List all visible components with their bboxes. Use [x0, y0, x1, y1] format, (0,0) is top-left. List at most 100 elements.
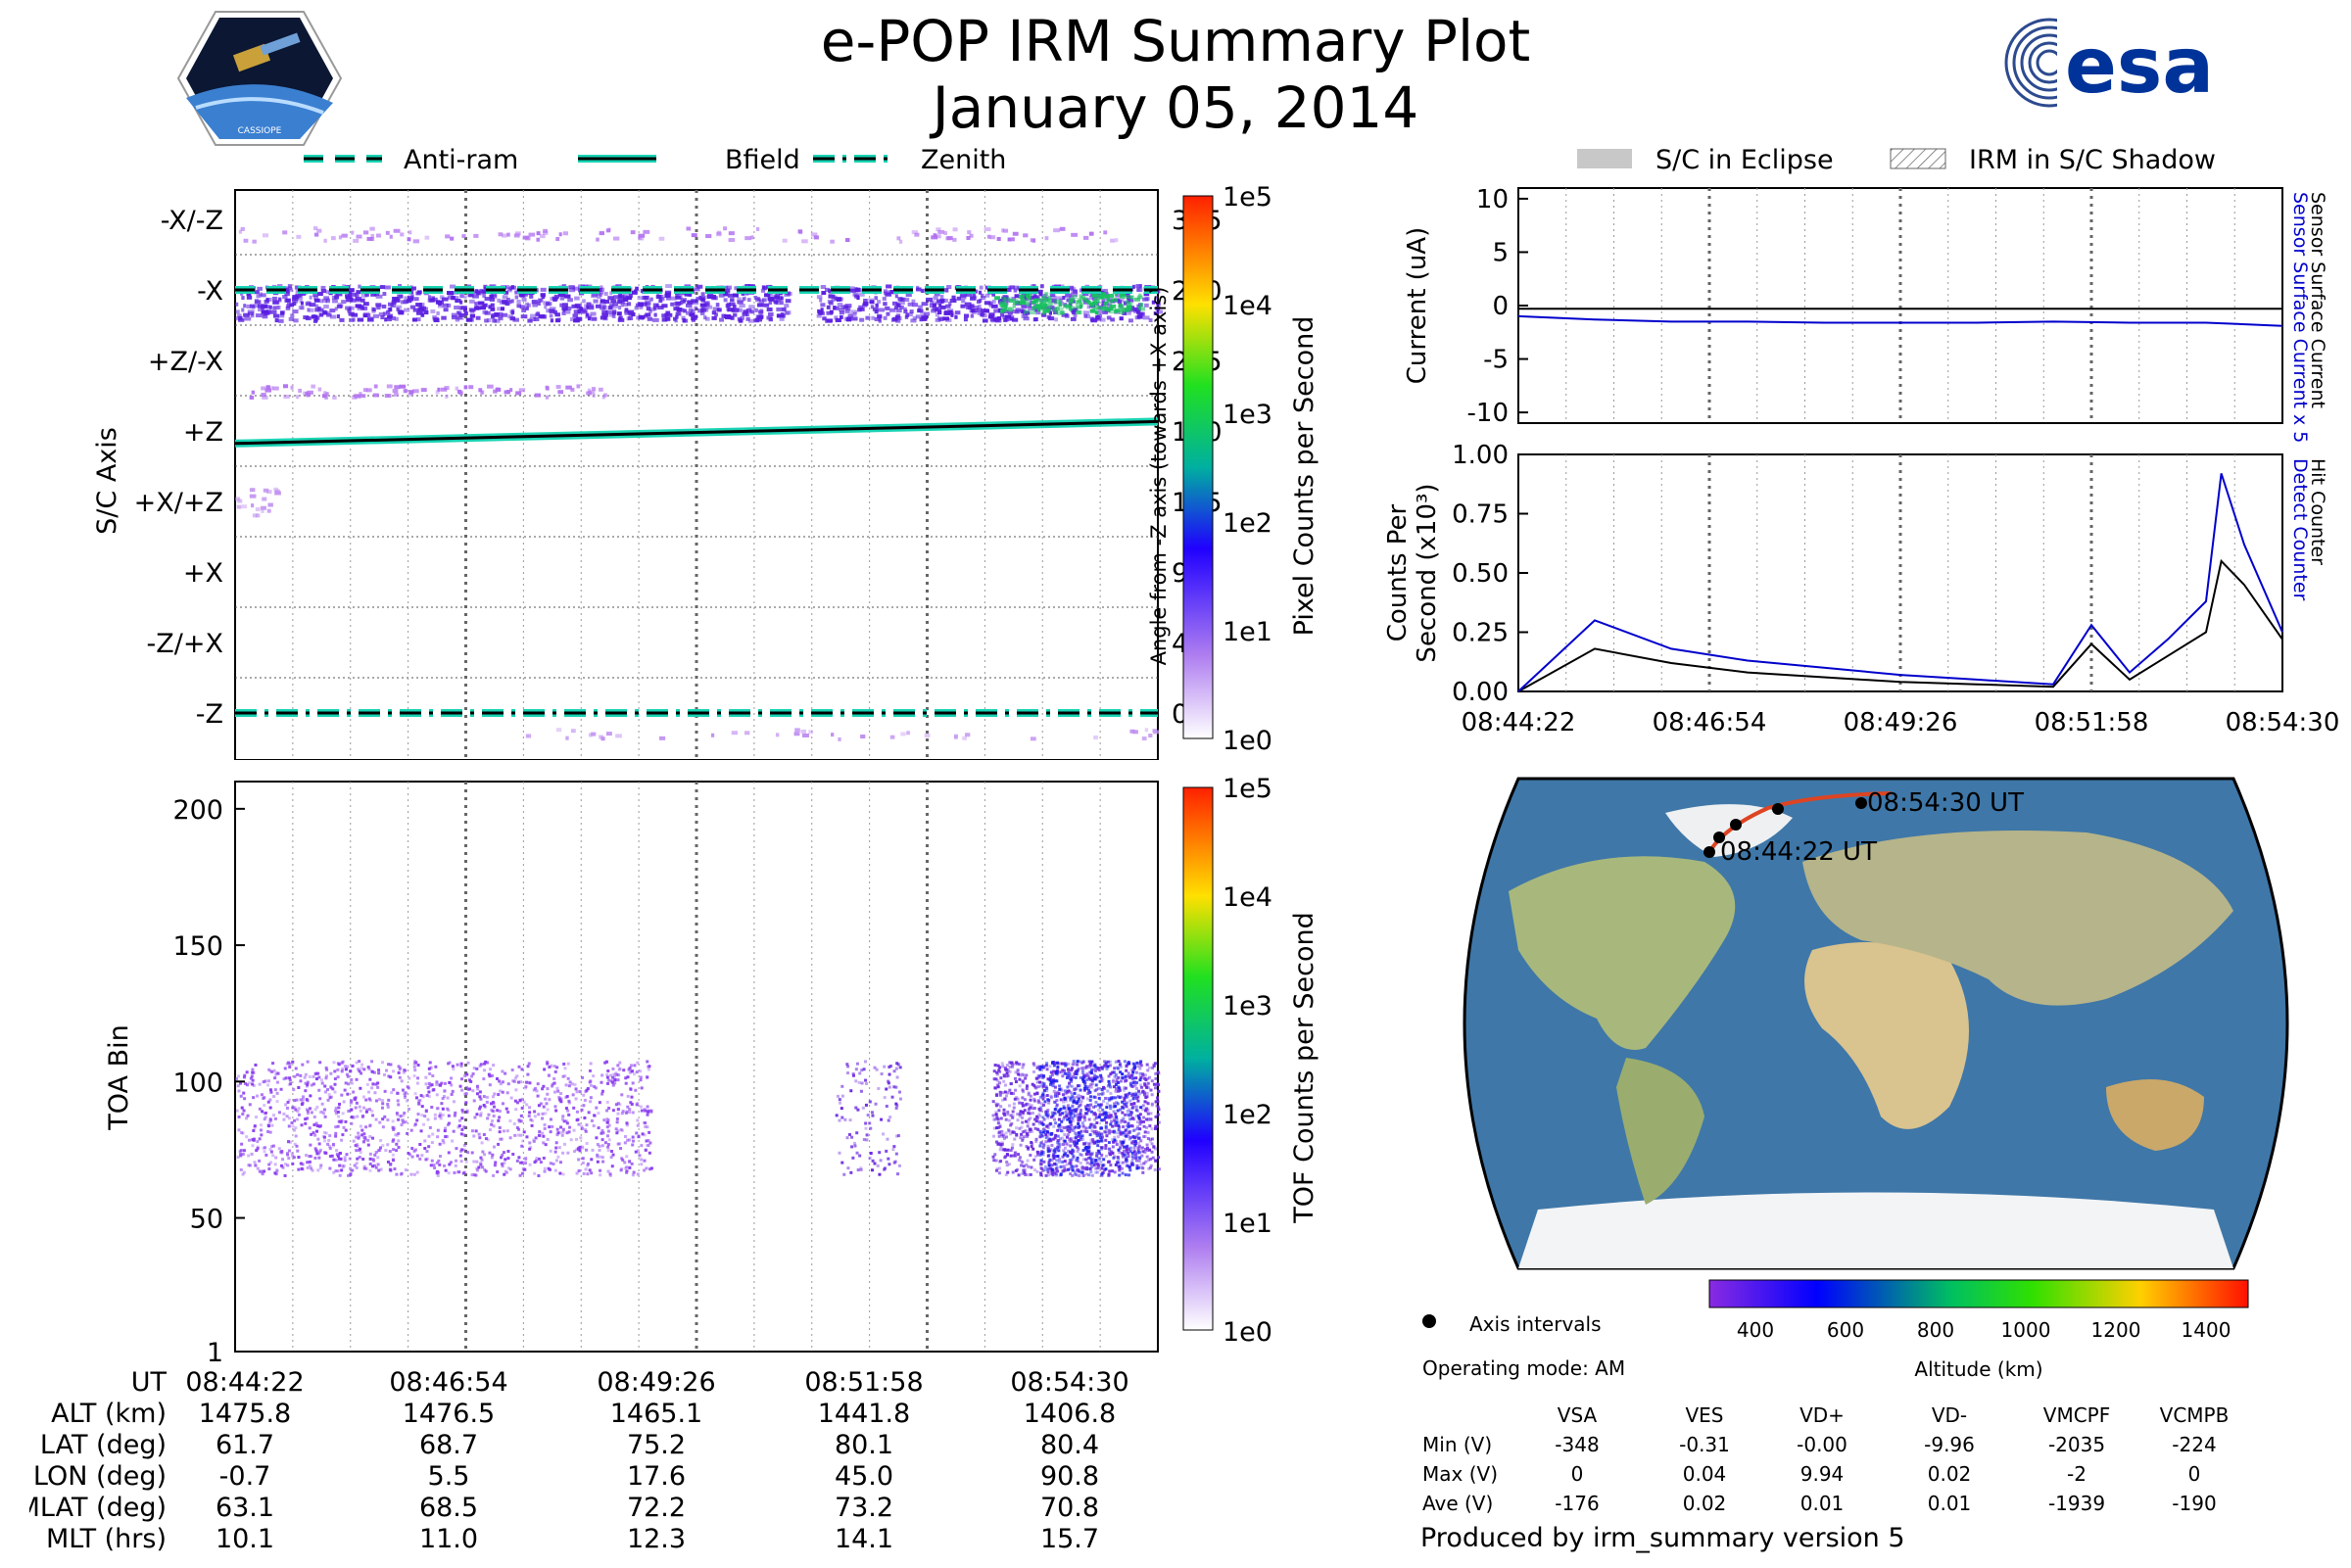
- heat-mark: [899, 240, 902, 244]
- heat-mark: [1135, 315, 1141, 319]
- tof-mark: [448, 1171, 451, 1174]
- tof-mark: [360, 1067, 363, 1069]
- tof-mark: [269, 1091, 272, 1094]
- tof-mark: [630, 1064, 633, 1067]
- tof-mark: [481, 1165, 484, 1168]
- tof-mark: [1018, 1102, 1021, 1105]
- heat-mark: [358, 318, 364, 322]
- tof-mark: [993, 1127, 996, 1130]
- tof-mark: [638, 1154, 641, 1157]
- heat-mark: [984, 227, 991, 231]
- legend-zenith: Zenith: [921, 145, 1006, 175]
- tof-mark: [604, 1141, 607, 1144]
- tof-mark: [415, 1118, 418, 1121]
- tof-mark: [418, 1158, 421, 1161]
- tof-mark: [1126, 1148, 1128, 1151]
- tof-mark: [1147, 1082, 1150, 1085]
- tof-mark: [846, 1166, 849, 1169]
- tof-mark: [1137, 1132, 1140, 1135]
- heat-mark: [257, 287, 263, 291]
- heat-mark: [529, 295, 533, 299]
- tof-mark: [377, 1071, 380, 1074]
- heat-mark: [667, 293, 671, 297]
- tof-mark: [1135, 1135, 1138, 1138]
- heat-mark: [1130, 296, 1134, 300]
- tof-mark: [353, 1116, 356, 1118]
- tof-mark: [598, 1145, 600, 1148]
- tof-mark: [615, 1131, 618, 1134]
- heat-mark: [896, 303, 900, 307]
- tof-mark: [269, 1131, 272, 1134]
- tof-mark: [507, 1082, 510, 1085]
- heat-mark: [1060, 310, 1064, 314]
- tof-mark: [892, 1145, 895, 1148]
- heat-mark: [756, 227, 759, 231]
- tof-mark: [466, 1151, 469, 1154]
- tof-mark: [884, 1096, 887, 1099]
- tof-mark: [888, 1066, 890, 1069]
- tof-mark: [299, 1074, 302, 1077]
- tof-mark: [491, 1074, 494, 1077]
- heat-mark: [1008, 312, 1012, 316]
- tof-mark: [298, 1156, 301, 1159]
- tof-mark: [334, 1135, 337, 1138]
- tof-mark: [263, 1104, 265, 1107]
- tof-mark: [353, 1140, 356, 1143]
- tof-mark: [1021, 1121, 1024, 1124]
- tof-mark: [309, 1161, 312, 1164]
- tof-mark: [595, 1136, 598, 1139]
- tof-mark: [237, 1156, 240, 1159]
- tof-mark: [1097, 1109, 1100, 1112]
- tof-mark: [240, 1168, 243, 1171]
- tof-mark: [1047, 1170, 1050, 1173]
- tof-mark: [401, 1118, 404, 1121]
- tof-mark: [454, 1112, 456, 1115]
- heat-mark: [1047, 296, 1050, 300]
- tof-mark: [607, 1170, 610, 1173]
- tof-mark: [280, 1150, 283, 1153]
- tof-mark: [284, 1103, 287, 1106]
- tof-mark: [1067, 1090, 1070, 1093]
- heat-mark: [962, 736, 967, 740]
- heat-mark: [522, 298, 527, 302]
- tof-mark: [528, 1062, 531, 1065]
- tof-mark: [503, 1173, 505, 1176]
- tof-mark: [626, 1139, 629, 1142]
- tof-mark: [359, 1087, 361, 1090]
- heat-mark: [556, 728, 561, 732]
- y-axis-label: S/C Axis: [92, 427, 122, 535]
- tof-mark: [1120, 1079, 1123, 1082]
- tof-mark: [537, 1174, 540, 1177]
- tof-mark: [1010, 1092, 1013, 1095]
- tof-mark: [1130, 1124, 1133, 1127]
- tof-mark: [1039, 1166, 1042, 1169]
- tof-mark: [550, 1130, 552, 1133]
- tof-mark: [1149, 1118, 1152, 1121]
- tof-mark: [309, 1126, 312, 1129]
- tof-mark: [242, 1092, 245, 1095]
- tof-mark: [575, 1138, 578, 1141]
- tof-mark: [582, 1094, 585, 1097]
- tof-mark: [1100, 1173, 1103, 1176]
- tof-mark: [329, 1147, 332, 1150]
- tof-mark: [563, 1143, 566, 1146]
- heat-mark: [703, 315, 706, 319]
- tof-mark: [481, 1159, 484, 1162]
- tof-mark: [579, 1136, 582, 1139]
- tof-mark: [1147, 1137, 1150, 1140]
- tof-mark: [337, 1169, 340, 1172]
- y-tick-label: +Z: [183, 417, 223, 448]
- heat-mark: [263, 233, 268, 237]
- heat-mark: [376, 234, 381, 238]
- tof-mark: [607, 1107, 610, 1110]
- tof-mark: [247, 1154, 250, 1157]
- tof-mark: [632, 1136, 635, 1139]
- tof-mark: [1093, 1073, 1096, 1076]
- tof-mark: [254, 1161, 257, 1164]
- heat-mark: [849, 286, 854, 290]
- tof-mark: [475, 1129, 478, 1132]
- tof-mark: [410, 1129, 413, 1132]
- heat-mark: [761, 289, 765, 293]
- tof-mark: [1137, 1117, 1140, 1119]
- tof-mark: [1128, 1092, 1131, 1095]
